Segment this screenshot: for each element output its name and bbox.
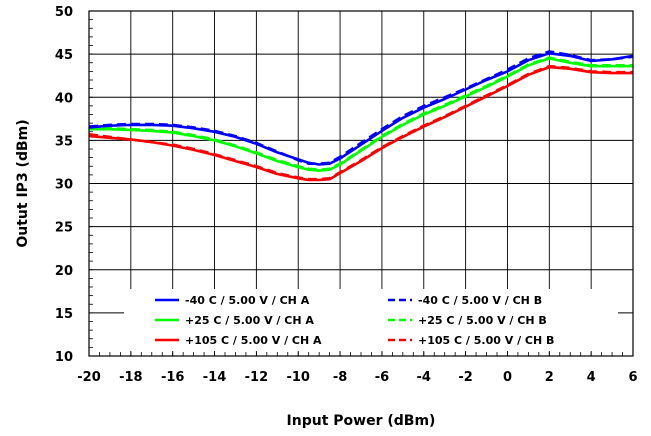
y-tick-label: 45: [55, 48, 73, 63]
y-tick-label: 15: [55, 307, 73, 322]
series-line: [88, 51, 634, 166]
series-line: [89, 56, 633, 171]
x-tick-label: -12: [245, 370, 269, 385]
legend-label: +105 C / 5.00 V / CH B: [418, 334, 554, 347]
legend-label: +25 C / 5.00 V / CH B: [418, 314, 547, 327]
x-tick-label: 6: [628, 370, 637, 385]
legend-label: -40 C / 5.00 V / CH B: [418, 294, 542, 307]
series-line: [88, 65, 633, 182]
y-tick-label: 10: [55, 350, 73, 365]
y-tick-label: 30: [55, 178, 73, 193]
x-tick-label: -18: [119, 370, 143, 385]
x-tick-label: -16: [161, 370, 185, 385]
x-tick-label: 0: [503, 370, 512, 385]
y-tick-label: 25: [55, 221, 73, 236]
y-axis-title: Outut IP3 (dBm): [15, 119, 31, 247]
x-tick-label: -14: [203, 370, 227, 385]
x-axis-title: Input Power (dBm): [287, 413, 436, 429]
y-tick-labels: 10 15 20 25 30 35 40 45 50: [55, 5, 73, 365]
legend: -40 C / 5.00 V / CH A -40 C / 5.00 V / CH…: [124, 289, 618, 351]
x-tick-label: -6: [375, 370, 389, 385]
y-tick-label: 40: [55, 91, 73, 106]
x-tick-label: 2: [545, 370, 554, 385]
series-line: [89, 57, 633, 172]
x-tick-label: -10: [286, 370, 310, 385]
x-tick-label: -2: [458, 370, 472, 385]
x-tick-label: -20: [77, 370, 101, 385]
y-tick-label: 35: [55, 134, 73, 149]
legend-box: [124, 289, 618, 351]
legend-label: +105 C / 5.00 V / CH A: [185, 334, 322, 347]
legend-label: -40 C / 5.00 V / CH A: [185, 294, 310, 307]
x-tick-label: 4: [587, 370, 596, 385]
series-line: [88, 50, 634, 165]
series-lines: [88, 50, 634, 182]
minor-tick-marks: [88, 10, 634, 357]
y-tick-label: 20: [55, 264, 73, 279]
x-tick-label: -8: [333, 370, 347, 385]
x-tick-label: -4: [417, 370, 431, 385]
plot-frame: [88, 10, 634, 357]
legend-label: +25 C / 5.00 V / CH A: [185, 314, 314, 327]
x-tick-labels: -20 -18 -16 -14 -12 -10 -8 -6 -4 -2 0 2 4 6: [77, 370, 637, 385]
y-tick-label: 50: [55, 5, 73, 20]
